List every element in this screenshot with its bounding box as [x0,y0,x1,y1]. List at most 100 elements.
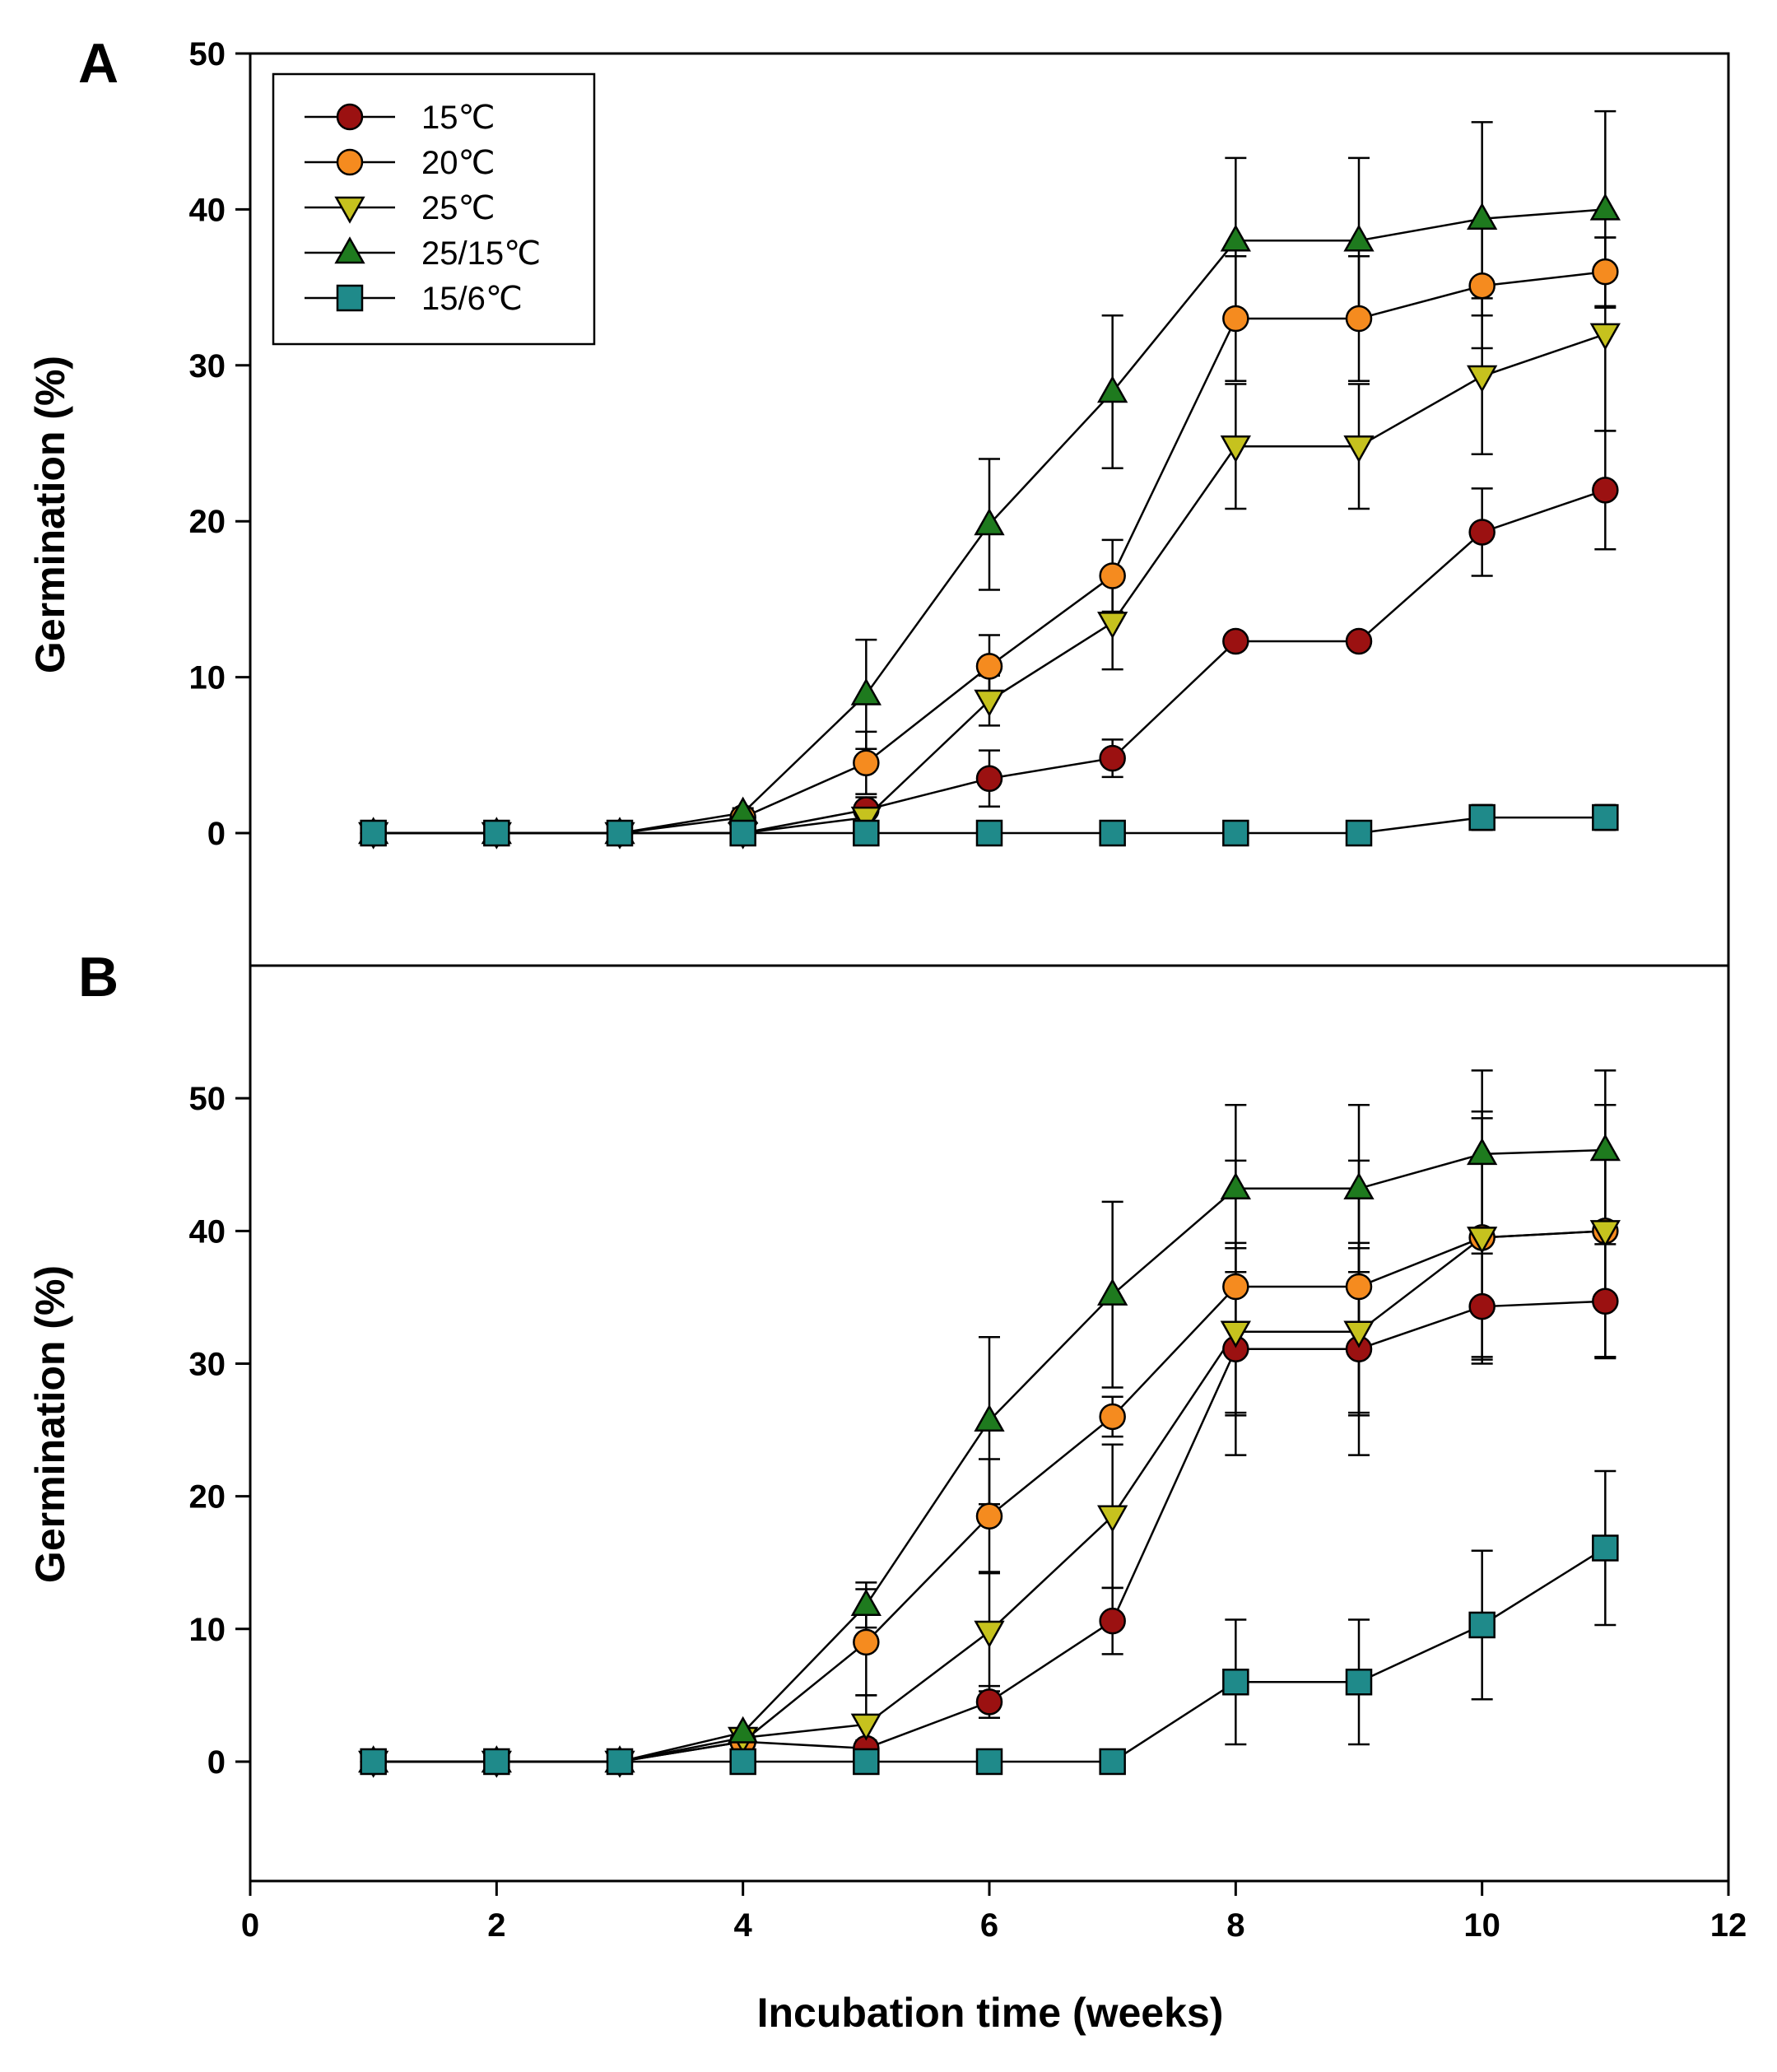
data-point-15_6C [975,1748,1003,1776]
panel-a-y-axis-title: Germination (%) [27,356,73,673]
panel-b-series [358,1069,1621,1778]
data-point-15C [1222,627,1249,655]
data-point-15C [1468,1292,1496,1320]
data-point-15C [1468,519,1496,546]
data-point-25C [1343,1320,1375,1348]
data-point-15_6C [853,819,880,847]
data-point-25_15C [850,1588,882,1617]
data-point-25C [1467,1227,1498,1255]
panel-a-y-tick-label: 10 [189,660,226,696]
data-point-20C [1345,1273,1373,1301]
data-point-25_15C [1467,202,1498,230]
panel-a-y-tick-label: 20 [189,504,226,540]
data-point-15_6C [606,1748,634,1776]
data-point-20C [975,653,1003,680]
panel-b-y-tick-label: 40 [189,1213,226,1250]
legend-marker-25C [334,196,365,224]
panel-b-axis-ticks: 0 10 20 30 40 50 [189,1081,250,1781]
x-axis-ticks: 0 2 4 6 8 10 12 [241,1881,1747,1944]
data-point-15_6C [975,819,1003,847]
data-point-25_15C [1220,1171,1251,1199]
data-point-20C [1222,305,1249,333]
panel-a-y-tick-label: 50 [189,36,226,72]
legend-label-15_6C: 15/6℃ [421,281,523,317]
data-point-25_15C [1097,1278,1128,1306]
panel-a-y-tick-label: 30 [189,348,226,384]
data-point-15_6C [1222,819,1249,847]
x-axis-title: Incubation time (weeks) [757,1990,1224,2036]
data-point-25C [1589,1220,1621,1248]
data-point-15_6C [1592,803,1619,831]
legend-marker-25_15C [334,236,365,264]
panel-a-label: A [78,32,119,95]
data-point-15C [1099,1607,1126,1635]
data-point-20C [1099,562,1126,589]
data-point-25C [1220,435,1251,463]
panel-b-y-axis-title: Germination (%) [27,1265,73,1583]
data-point-15C [1099,744,1126,772]
data-point-25_15C [728,1716,759,1744]
data-point-15_6C [1099,1748,1126,1776]
legend-label-25C: 25℃ [421,190,495,226]
legend-label-25_15C: 25/15℃ [421,235,541,272]
x-tick-label: 8 [1226,1907,1244,1944]
data-point-15_6C [1099,819,1126,847]
panel-a-y-tick-label: 0 [207,816,226,852]
data-point-25C [1467,365,1498,393]
data-point-25C [850,1713,882,1741]
panel-a-y-tick-label: 40 [189,192,226,228]
data-point-15_6C [729,819,756,847]
legend: 15℃ 20℃ 25℃ 25/15℃ 15/6℃ [272,72,596,346]
data-point-25_15C [850,677,882,705]
panel-b-y-tick-label: 20 [189,1479,226,1516]
data-point-25C [974,1620,1005,1648]
data-point-25C [974,689,1005,717]
data-point-25C [1097,1505,1128,1533]
panel-a-markers [358,193,1621,850]
legend-marker-15_6C [336,284,364,312]
data-point-15_6C [1468,1611,1496,1639]
data-point-15_6C [1592,1534,1619,1562]
data-point-25_15C [1343,224,1375,252]
data-point-15C [975,765,1003,792]
data-point-25C [1343,435,1375,463]
legend-label-15C: 15℃ [421,100,495,136]
data-point-15_6C [1468,803,1496,831]
data-point-15C [1592,1287,1619,1315]
x-tick-label: 10 [1463,1907,1500,1944]
data-point-20C [1592,258,1619,286]
panel-b-label: B [78,946,119,1008]
data-point-20C [1468,272,1496,300]
data-point-25C [850,806,882,834]
data-point-20C [975,1502,1003,1530]
panel-b-y-tick-label: 0 [207,1744,226,1781]
legend-box [272,72,596,346]
panel-b-y-tick-label: 10 [189,1612,226,1648]
data-point-15_6C [1345,1669,1373,1696]
data-point-25_15C [974,508,1005,536]
data-point-20C [1222,1273,1249,1301]
legend-label-20C: 20℃ [421,145,495,181]
data-point-25_15C [1343,1171,1375,1199]
data-point-20C [853,749,880,777]
legend-marker-15C [336,103,364,131]
data-point-25_15C [1589,1134,1621,1162]
data-point-15_6C [853,1748,880,1776]
panel-b-y-tick-label: 50 [189,1081,226,1117]
panel-b-markers [358,1134,1621,1778]
data-point-25_15C [974,1404,1005,1432]
x-tick-label: 2 [487,1907,505,1944]
panel-b-y-tick-label: 30 [189,1346,226,1382]
data-point-25C [1220,1320,1251,1348]
x-tick-label: 12 [1710,1907,1747,1944]
data-point-15_6C [1222,1669,1249,1696]
x-tick-label: 4 [734,1907,753,1944]
data-point-20C [853,1628,880,1656]
x-tick-label: 6 [980,1907,998,1944]
data-point-20C [1099,1403,1126,1431]
data-point-15_6C [729,1748,756,1776]
data-point-15C [1345,627,1373,655]
data-point-15_6C [1345,819,1373,847]
panel-a-series [358,109,1621,850]
